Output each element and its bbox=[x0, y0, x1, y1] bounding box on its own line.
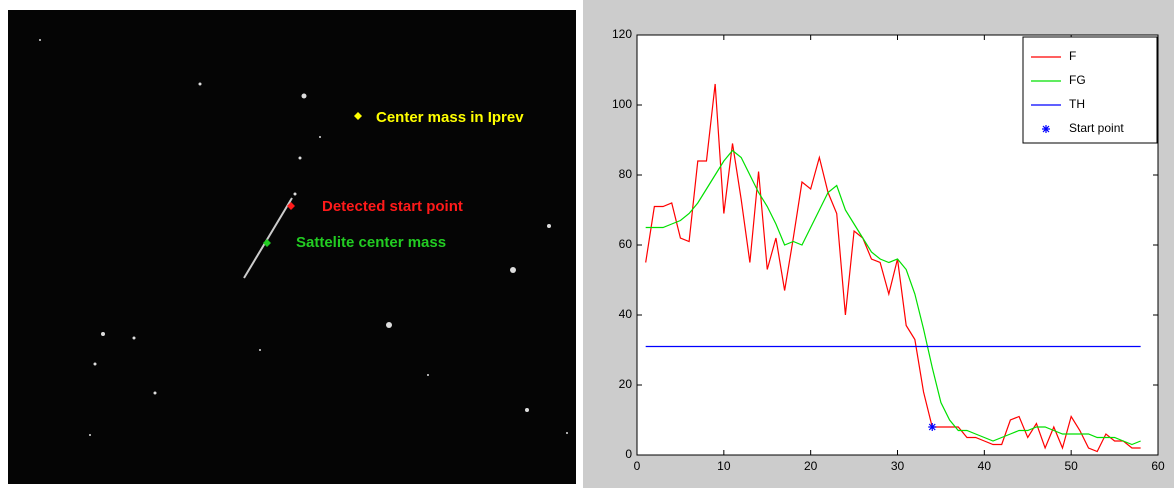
legend-label: TH bbox=[1069, 97, 1085, 111]
y-tick-label: 60 bbox=[619, 237, 633, 251]
stars bbox=[39, 39, 568, 436]
legend-label: Start point bbox=[1069, 121, 1124, 135]
legend-label: FG bbox=[1069, 73, 1086, 87]
annotation-label: Sattelite center mass bbox=[296, 234, 446, 251]
y-tick-label: 20 bbox=[619, 377, 633, 391]
y-tick-label: 100 bbox=[612, 97, 632, 111]
legend-marker bbox=[1042, 125, 1050, 133]
x-tick-label: 0 bbox=[634, 459, 641, 473]
annotation-marker bbox=[287, 202, 295, 210]
y-tick-label: 0 bbox=[625, 447, 632, 461]
y-tick-label: 120 bbox=[612, 27, 632, 41]
y-tick-label: 80 bbox=[619, 167, 633, 181]
annotation-marker bbox=[354, 112, 362, 120]
annotation-label: Detected start point bbox=[322, 198, 463, 215]
legend-box bbox=[1022, 36, 1158, 144]
star-image bbox=[8, 10, 576, 484]
start-point bbox=[928, 423, 937, 431]
series-line bbox=[645, 83, 1141, 453]
y-tick-label: 40 bbox=[619, 307, 633, 321]
x-tick-label: 10 bbox=[717, 459, 731, 473]
series-line bbox=[645, 149, 1141, 446]
x-tick-label: 20 bbox=[804, 459, 818, 473]
x-tick-label: 30 bbox=[891, 459, 905, 473]
x-tick-label: 50 bbox=[1064, 459, 1078, 473]
legend-label: F bbox=[1069, 49, 1076, 63]
satellite-streak bbox=[243, 197, 293, 279]
annotation-marker bbox=[263, 239, 271, 247]
x-tick-label: 60 bbox=[1151, 459, 1165, 473]
annotation-label: Center mass in Iprev bbox=[376, 109, 524, 126]
x-tick-label: 40 bbox=[978, 459, 992, 473]
